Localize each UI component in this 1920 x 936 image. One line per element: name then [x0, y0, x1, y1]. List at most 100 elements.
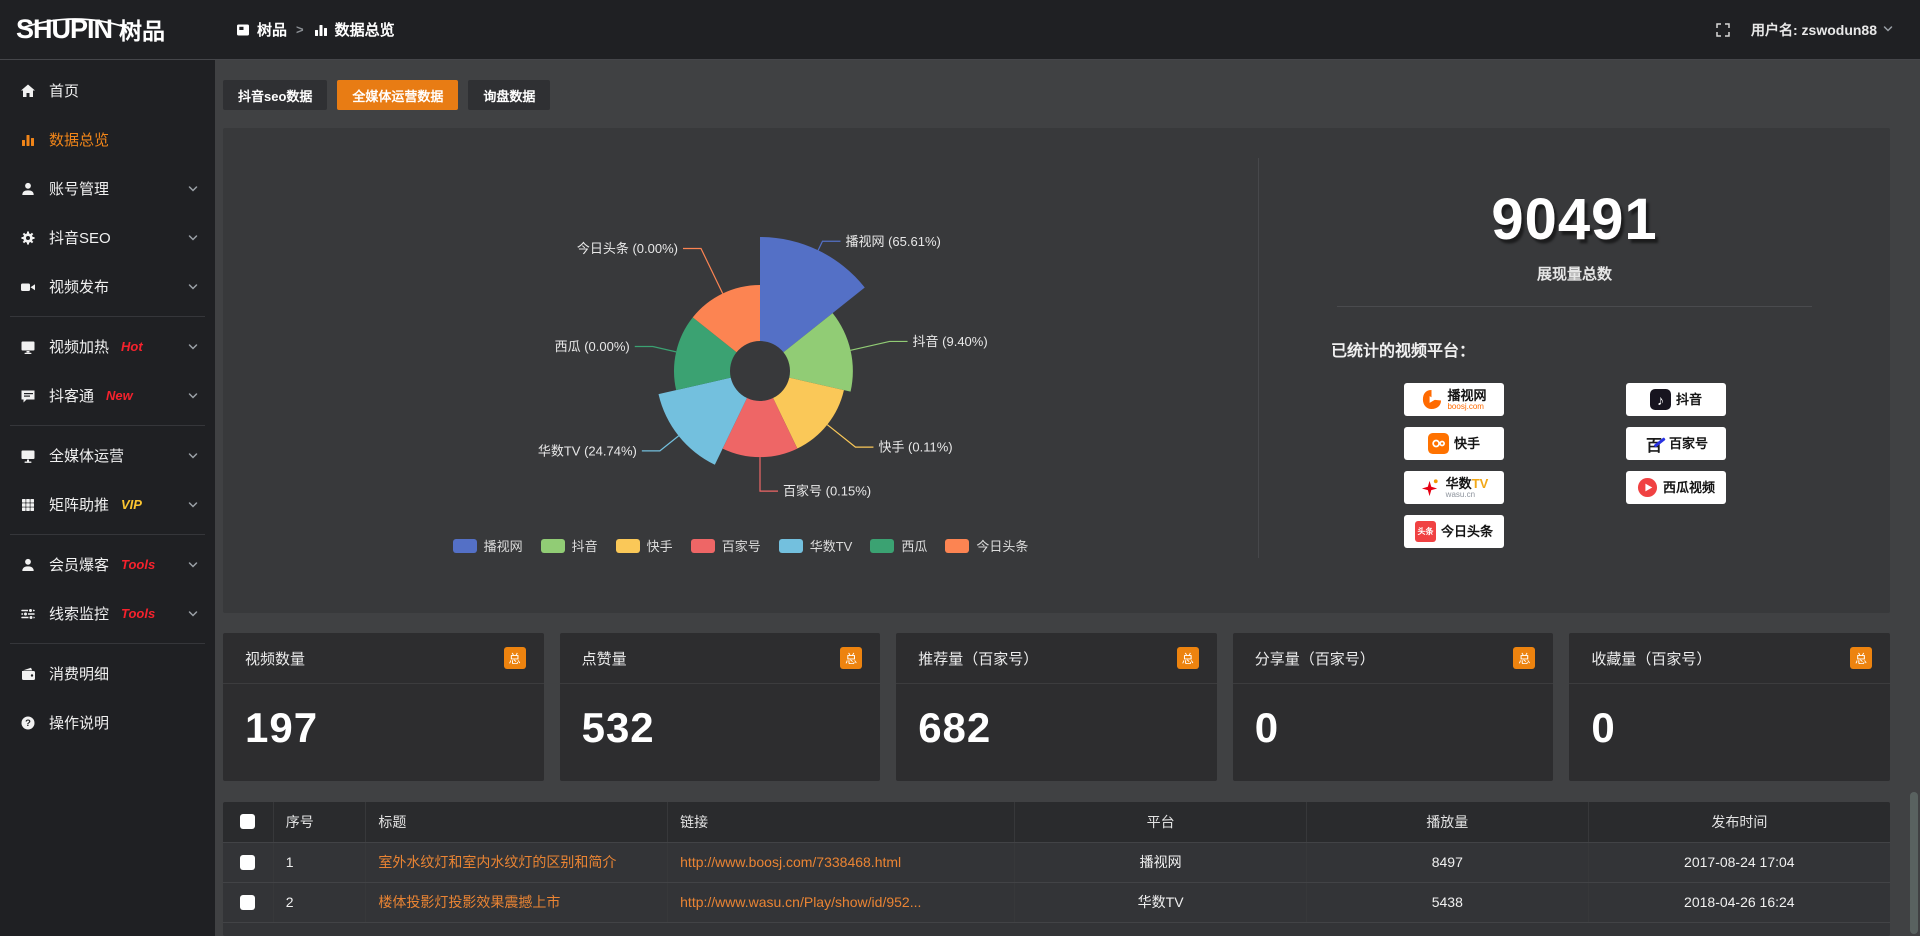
chevron-down-icon [187, 232, 199, 244]
sidebar-item-视频发布[interactable]: 视频发布 [0, 262, 215, 311]
nightingale-pie-chart[interactable]: 播视网 (65.61%) 抖音 (9.40%) 快手 (0.11%) 百家号 (0.1… [223, 128, 1258, 528]
tab-抖音seo数据[interactable]: 抖音seo数据 [223, 80, 328, 110]
breadcrumb-item-current[interactable]: 数据总览 [313, 19, 395, 40]
video-url-link[interactable]: http://www.boosj.com/7338468.html [680, 854, 902, 870]
breadcrumb-separator: > [296, 22, 304, 37]
row-checkbox[interactable] [240, 854, 256, 870]
scrollbar-thumb[interactable] [1910, 792, 1918, 934]
panel-divider [1258, 158, 1259, 558]
stat-card-title: 点赞量 [581, 650, 627, 668]
tab-询盘数据[interactable]: 询盘数据 [468, 80, 551, 110]
stat-card-收藏量（百家号）: 收藏量（百家号） 总 0 [1569, 633, 1890, 781]
sidebar-item-tag: Tools [121, 606, 156, 621]
pie-slice-快手[interactable] [773, 377, 844, 449]
sidebar-item-tag: Hot [121, 339, 143, 354]
row-checkbox[interactable] [240, 894, 256, 910]
chevron-down-icon [187, 341, 199, 353]
legend-item-快手[interactable]: 快手 [615, 536, 673, 555]
sidebar-item-会员爆客[interactable]: 会员爆客 Tools [0, 540, 215, 589]
pie-slice-华数TV[interactable] [658, 377, 747, 465]
sidebar-item-首页[interactable]: 首页 [0, 66, 215, 115]
legend-swatch [945, 538, 970, 553]
bar-chart-icon [313, 22, 329, 38]
sidebar-item-全媒体运营[interactable]: 全媒体运营 [0, 431, 215, 480]
tab-全媒体运营数据[interactable]: 全媒体运营数据 [337, 80, 459, 110]
sidebar-item-操作说明[interactable]: ? 操作说明 [0, 698, 215, 747]
platform-badge-抖音: ♪ 抖音 [1626, 383, 1726, 416]
stat-card-title: 分享量（百家号） [1254, 650, 1375, 668]
sidebar-item-tag: VIP [121, 497, 142, 512]
topbar: SHUPIN 树品 树品 > 数据总览 用户名: zswodun88 [0, 0, 1920, 60]
col-header-platform: 平台 [1014, 802, 1307, 843]
chevron-down-icon [187, 499, 199, 511]
pie-slice-百家号[interactable] [722, 398, 798, 458]
video-title-link[interactable]: 室外水纹灯和室内水纹灯的区别和简介 [378, 854, 617, 870]
pie-slice-抖音[interactable] [783, 313, 853, 392]
legend-item-西瓜[interactable]: 西瓜 [870, 536, 927, 555]
pie-slice-播视网[interactable] [760, 237, 865, 353]
chevron-down-icon [187, 281, 199, 293]
stat-card-value: 0 [1591, 704, 1616, 751]
xigua-logo [1637, 477, 1658, 498]
cell-platform: 华数TV [1014, 882, 1307, 923]
sidebar-item-抖客通[interactable]: 抖客通 New [0, 371, 215, 420]
videos-table-wrap: 序号 标题 链接 平台 播放量 发布时间 1 室外水纹灯和室内水纹灯的区别和简介 h… [223, 802, 1890, 936]
sidebar-item-抖音SEO[interactable]: 抖音SEO [0, 213, 215, 262]
screen-icon [20, 339, 36, 355]
user-icon [20, 181, 36, 197]
sidebar-item-tag: New [106, 388, 133, 403]
legend-label: 快手 [646, 539, 673, 554]
summary-panel: 90491 展现量总数 已统计的视频平台： 播视网 boosj.com ♪ 抖音 快手 百… [1259, 128, 1890, 613]
legend-swatch [452, 538, 477, 553]
chevron-down-icon [1882, 22, 1894, 38]
monitor-icon [20, 448, 36, 464]
wasu-logo [1420, 477, 1441, 498]
sidebar-item-账号管理[interactable]: 账号管理 [0, 164, 215, 213]
video-title-link[interactable]: 楼体投影灯投影效果震撼上市 [378, 894, 561, 910]
logo-arc [16, 7, 134, 34]
gear-icon [20, 230, 36, 246]
platform-badge-快手: 快手 [1404, 427, 1504, 460]
pie-label-今日头条: 今日头条 (0.00%) [577, 241, 678, 256]
pie-slice-今日头条[interactable] [692, 285, 760, 353]
pie-label-百家号: 百家号 (0.15%) [783, 484, 871, 499]
legend-label: 今日头条 [976, 539, 1029, 554]
sidebar-divider [10, 643, 205, 644]
fullscreen-icon[interactable] [1715, 22, 1731, 38]
sidebar-item-数据总览[interactable]: 数据总览 [0, 115, 215, 164]
table-row: 1 室外水纹灯和室内水纹灯的区别和简介 http://www.boosj.com/7… [223, 842, 1890, 883]
cell-time: 2017-08-24 17:04 [1588, 842, 1890, 883]
label-line-华数TV [641, 435, 679, 452]
total-badge: 总 [1513, 647, 1536, 669]
sidebar-item-视频加热[interactable]: 视频加热 Hot [0, 322, 215, 371]
sidebar-divider [10, 425, 205, 426]
baijiahao-logo: 百 [1644, 432, 1666, 456]
table-row-partial [223, 922, 1890, 936]
user-menu[interactable]: 用户名: zswodun88 [1751, 20, 1894, 40]
legend-item-百家号[interactable]: 百家号 [690, 536, 761, 555]
legend-label: 华数TV [809, 539, 853, 554]
label-line-今日头条 [682, 247, 724, 294]
label-line-西瓜 [634, 345, 677, 353]
table-row: 2 楼体投影灯投影效果震撼上市 http://www.wasu.cn/Play/sh… [223, 882, 1890, 923]
col-header-time: 发布时间 [1588, 802, 1890, 843]
sidebar-item-线索监控[interactable]: 线索监控 Tools [0, 589, 215, 638]
legend-item-今日头条[interactable]: 今日头条 [945, 536, 1028, 555]
pie-slice-西瓜[interactable] [674, 317, 737, 391]
legend-item-播视网[interactable]: 播视网 [452, 536, 523, 555]
video-url-link[interactable]: http://www.wasu.cn/Play/show/id/952... [680, 894, 922, 910]
legend-item-抖音[interactable]: 抖音 [540, 536, 598, 555]
sidebar-item-矩阵助推[interactable]: 矩阵助推 VIP [0, 480, 215, 529]
username-label: 用户名: zswodun88 [1750, 21, 1877, 38]
pie-chart-area: 播视网 (65.61%) 抖音 (9.40%) 快手 (0.11%) 百家号 (0.1… [223, 128, 1258, 613]
stat-card-value: 532 [581, 704, 655, 751]
wallet-icon [20, 666, 36, 682]
breadcrumb-item-home[interactable]: 树品 [235, 19, 287, 40]
select-all-checkbox[interactable] [240, 814, 256, 830]
video-camera-icon [20, 279, 36, 295]
legend-swatch [690, 538, 715, 553]
platform-badge-今日头条: 头条 今日头条 [1404, 515, 1504, 548]
legend-item-华数TV[interactable]: 华数TV [778, 536, 853, 555]
sidebar-item-消费明细[interactable]: 消费明细 [0, 649, 215, 698]
sidebar-divider [10, 316, 205, 317]
